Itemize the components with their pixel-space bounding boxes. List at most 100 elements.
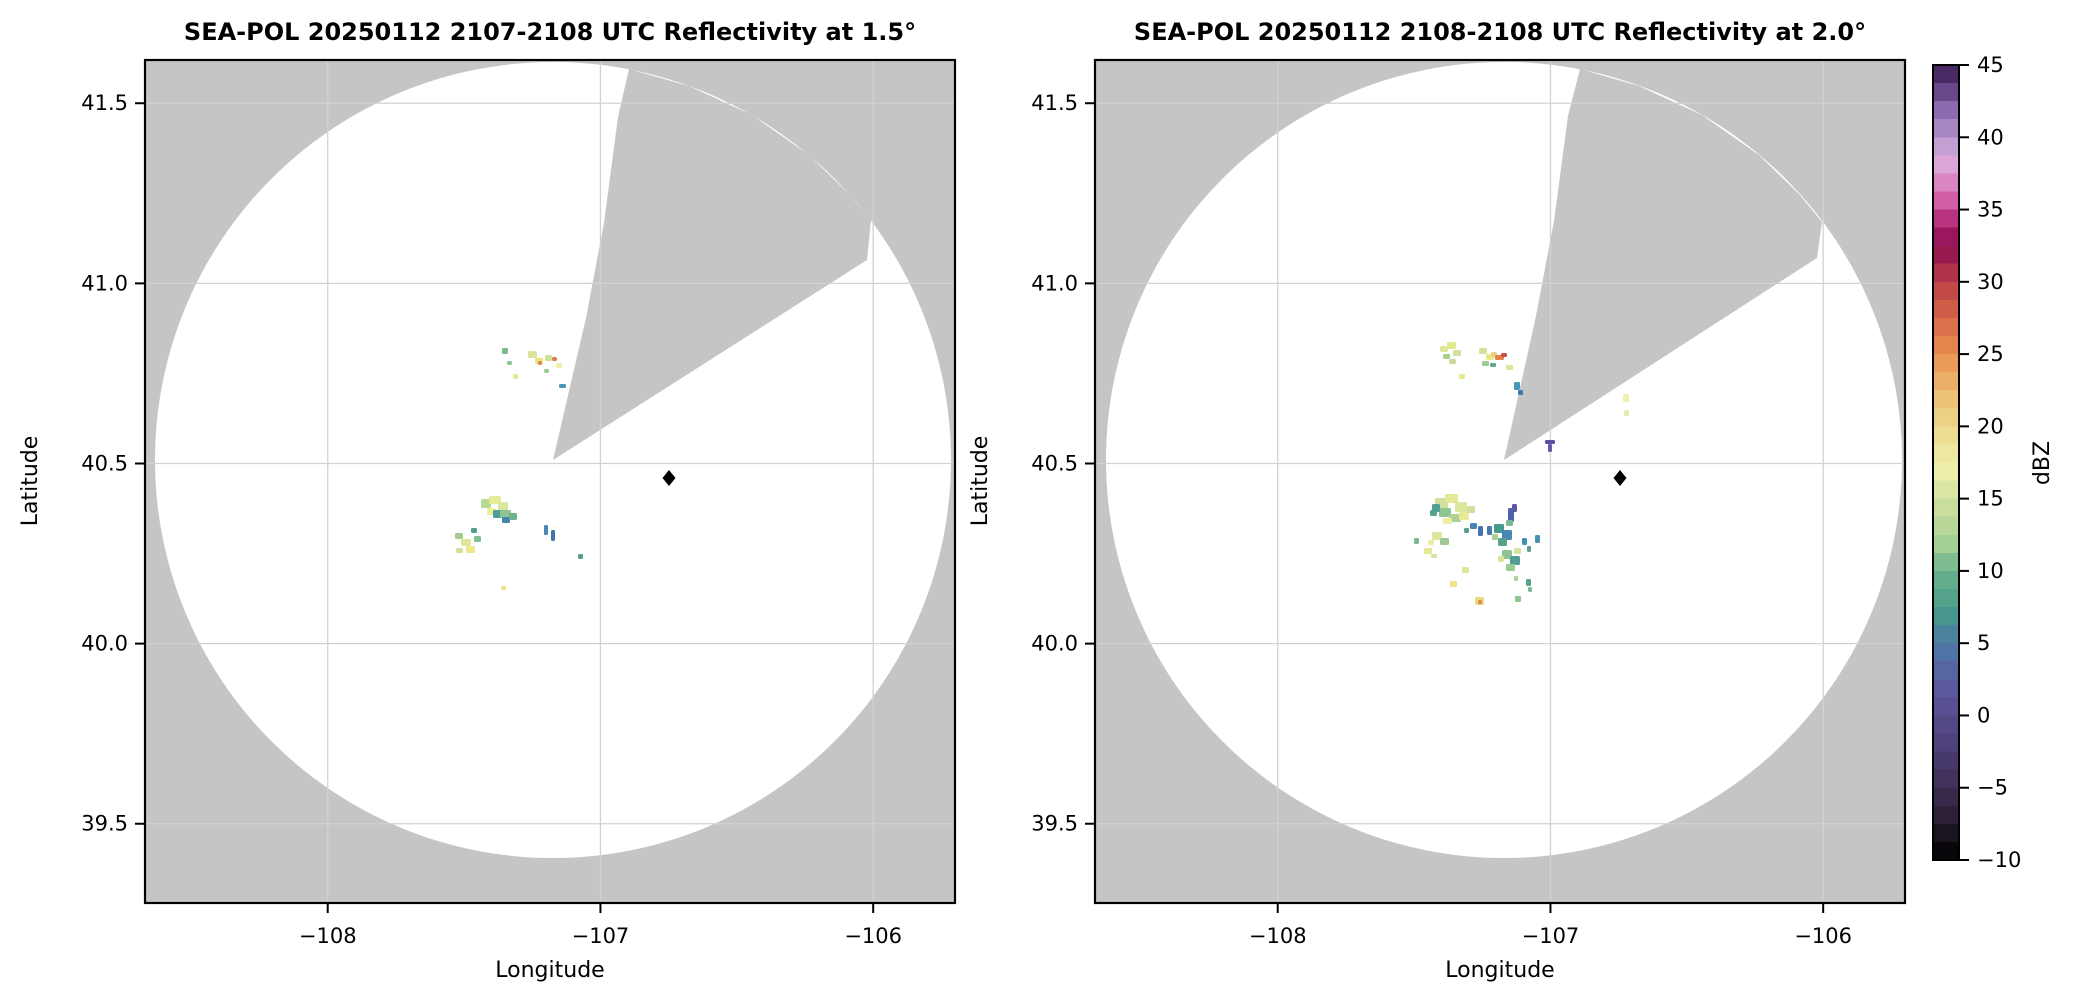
reflectivity-echo-cell bbox=[1506, 365, 1513, 370]
x-tick-label: −106 bbox=[844, 924, 902, 948]
colorbar-tick-label: 10 bbox=[1977, 559, 2004, 583]
reflectivity-echo-cell bbox=[502, 348, 508, 354]
reflectivity-echo-cell bbox=[1514, 576, 1518, 581]
reflectivity-echo-cell bbox=[1492, 534, 1498, 540]
y-tick-label: 39.5 bbox=[1031, 812, 1078, 836]
reflectivity-echo-cell bbox=[466, 546, 475, 553]
echo-cells bbox=[455, 348, 583, 590]
x-axis-ticks: −108 −107 −106 bbox=[1249, 903, 1852, 948]
reflectivity-echo-cell bbox=[1624, 410, 1629, 416]
y-tick-label: 41.0 bbox=[81, 271, 128, 295]
reflectivity-echo-cell bbox=[1502, 550, 1512, 559]
reflectivity-echo-cell bbox=[1515, 596, 1521, 602]
reflectivity-echo-cell bbox=[1506, 520, 1513, 526]
reflectivity-echo-cell bbox=[1623, 394, 1629, 402]
reflectivity-echo-cell bbox=[1450, 581, 1457, 587]
colorbar-tick-label: −10 bbox=[1977, 848, 2021, 872]
colorbar: 45 40 35 30 25 20 15 10 5 0 −5 −10 dBZ bbox=[1932, 53, 2055, 872]
reflectivity-echo-cell bbox=[498, 502, 508, 511]
x-tick-label: −107 bbox=[572, 924, 630, 948]
reflectivity-echo-cell bbox=[1502, 530, 1512, 540]
reflectivity-echo-cell bbox=[1478, 526, 1483, 536]
reflectivity-echo-cell bbox=[1535, 535, 1540, 543]
y-axis-label: Latitude bbox=[968, 436, 993, 527]
reflectivity-echo-cell bbox=[1548, 444, 1552, 452]
reflectivity-echo-cell bbox=[1447, 342, 1456, 349]
reflectivity-echo-cell bbox=[1462, 567, 1469, 573]
colorbar-tick-label: 35 bbox=[1977, 198, 2004, 222]
reflectivity-echo-cell bbox=[578, 554, 583, 559]
reflectivity-echo-cell bbox=[538, 361, 542, 365]
gridlines bbox=[1095, 60, 1905, 903]
reflectivity-echo-cell bbox=[1443, 518, 1452, 524]
plot-title: SEA-POL 20250112 2108-2108 UTC Reflectiv… bbox=[1134, 18, 1866, 46]
reflectivity-echo-cell bbox=[481, 499, 491, 508]
colorbar-tick-label: 40 bbox=[1977, 125, 2004, 149]
reflectivity-echo-cell bbox=[1470, 523, 1477, 529]
x-tick-label: −108 bbox=[1249, 924, 1307, 948]
reflectivity-echo-cell bbox=[489, 496, 501, 504]
reflectivity-echo-cell bbox=[1459, 374, 1465, 379]
reflectivity-echo-cell bbox=[456, 548, 463, 553]
reflectivity-echo-cell bbox=[545, 355, 552, 361]
plot-border bbox=[1093, 58, 1907, 905]
reflectivity-echo-cell bbox=[544, 369, 549, 373]
left-plot: SEA-POL 20250112 2107-2108 UTC Reflectiv… bbox=[18, 18, 957, 983]
reflectivity-echo-cell bbox=[1498, 538, 1507, 546]
y-tick-label: 41.5 bbox=[81, 91, 128, 115]
reflectivity-echo-cell bbox=[1455, 502, 1467, 512]
reflectivity-echo-cell bbox=[513, 374, 518, 379]
reflectivity-echo-cell bbox=[1526, 579, 1531, 586]
reflectivity-echo-cell bbox=[1431, 554, 1437, 558]
x-axis-label: Longitude bbox=[1445, 958, 1554, 983]
colorbar-tick-label: 15 bbox=[1977, 487, 2004, 511]
y-tick-label: 41.0 bbox=[1031, 271, 1078, 295]
colorbar-tick-label: 5 bbox=[1977, 631, 1990, 655]
reflectivity-echo-cell bbox=[509, 513, 517, 520]
colorbar-frame bbox=[1932, 64, 1960, 861]
site-marker-diamond bbox=[1613, 470, 1627, 486]
x-tick-label: −107 bbox=[1522, 924, 1580, 948]
reflectivity-echo-cell bbox=[1494, 524, 1504, 533]
echo-cells bbox=[1414, 342, 1629, 605]
reflectivity-echo-cell bbox=[455, 533, 463, 539]
reflectivity-echo-cell bbox=[1459, 512, 1469, 520]
y-tick-label: 41.5 bbox=[1031, 91, 1078, 115]
reflectivity-echo-cell bbox=[1432, 532, 1442, 540]
reflectivity-echo-cell bbox=[1445, 494, 1458, 503]
reflectivity-echo-cell bbox=[1430, 510, 1437, 516]
reflectivity-echo-cell bbox=[551, 530, 555, 541]
reflectivity-echo-cell bbox=[559, 384, 566, 388]
reflectivity-echo-cell bbox=[1506, 564, 1515, 571]
reflectivity-echo-cell bbox=[501, 586, 506, 590]
y-tick-label: 40.0 bbox=[1031, 632, 1078, 656]
reflectivity-echo-cell bbox=[1490, 363, 1496, 367]
reflectivity-echo-cell bbox=[544, 525, 548, 535]
colorbar-tick-label: −5 bbox=[1977, 776, 2008, 800]
reflectivity-echo-cell bbox=[1439, 508, 1451, 517]
y-axis-label: Latitude bbox=[18, 436, 43, 527]
colorbar-tick-label: 45 bbox=[1977, 53, 2004, 77]
reflectivity-echo-cell bbox=[1428, 540, 1434, 545]
reflectivity-echo-cell bbox=[1464, 528, 1469, 533]
colorbar-label: dBZ bbox=[2030, 441, 2055, 485]
colorbar-tick-label: 20 bbox=[1977, 414, 2004, 438]
y-tick-label: 40.5 bbox=[1031, 451, 1078, 475]
colorbar-tick-label: 30 bbox=[1977, 270, 2004, 294]
y-axis-ticks: 41.5 41.0 40.5 40.0 39.5 bbox=[81, 91, 145, 836]
reflectivity-echo-cell bbox=[1424, 548, 1432, 554]
reflectivity-echo-cell bbox=[1498, 556, 1504, 562]
gridlines bbox=[145, 60, 955, 903]
reflectivity-echo-cell bbox=[1440, 346, 1448, 352]
reflectivity-echo-cell bbox=[1545, 440, 1555, 444]
reflectivity-echo-cell bbox=[1443, 354, 1450, 359]
reflectivity-echo-cell bbox=[556, 363, 562, 368]
y-axis-ticks: 41.5 41.0 40.5 40.0 39.5 bbox=[1031, 91, 1095, 836]
reflectivity-echo-cell bbox=[1478, 600, 1482, 604]
x-axis-ticks: −108 −107 −106 bbox=[299, 903, 902, 948]
blocked-sector bbox=[553, 69, 871, 460]
reflectivity-echo-cell bbox=[1479, 348, 1487, 354]
reflectivity-echo-cell bbox=[1482, 361, 1489, 366]
